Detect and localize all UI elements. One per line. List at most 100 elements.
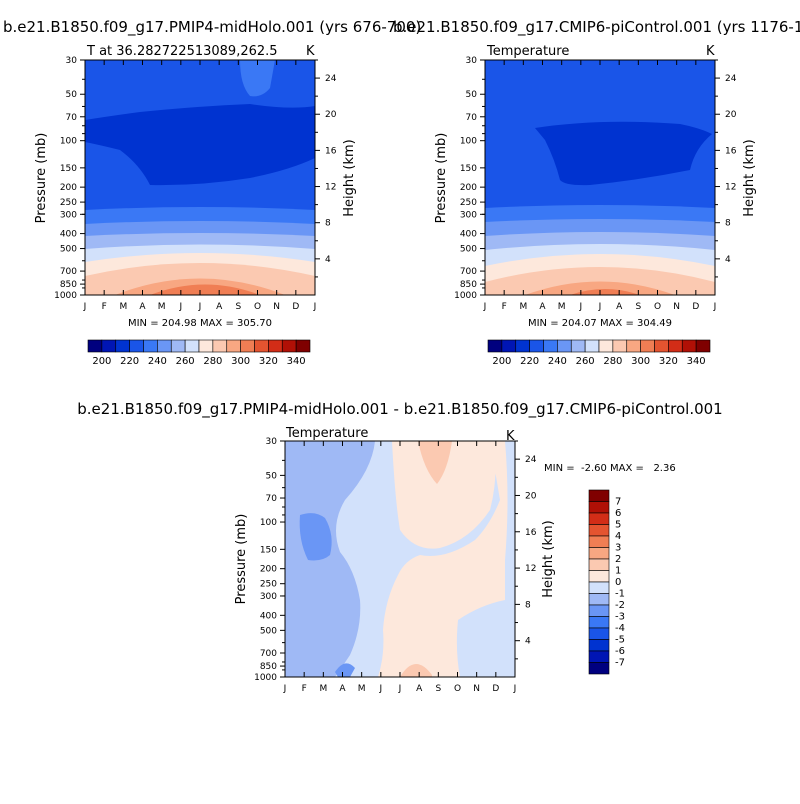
panel2-xtick-label: A bbox=[616, 302, 623, 312]
panel3-colorbar-box bbox=[588, 535, 610, 548]
panel3-ytick-label: 250 bbox=[260, 580, 277, 590]
panel1-colorbar-box bbox=[157, 339, 172, 353]
panel1-colorbar-box bbox=[295, 339, 311, 353]
panel3-htick-label: 24 bbox=[525, 455, 537, 465]
panel3-colorbar-box bbox=[588, 524, 610, 537]
panel3-colorbar-label: 5 bbox=[615, 520, 621, 531]
panel1-contour-fill bbox=[85, 60, 315, 295]
panel1-colorbar-box bbox=[281, 339, 297, 353]
panel2-ytick-label: 200 bbox=[460, 183, 477, 193]
panel3-colorbar-label: 4 bbox=[615, 531, 621, 542]
panel2-ytick-label: 30 bbox=[466, 56, 478, 66]
panel1-colorbar-box bbox=[268, 339, 283, 353]
panel3-htick-label: 20 bbox=[525, 491, 537, 501]
panel2-colorbar-label: 300 bbox=[631, 356, 650, 367]
panel2-xtick-label: N bbox=[673, 302, 680, 312]
panel2-ytick-label: 70 bbox=[466, 113, 478, 123]
panel2-ytick-label: 300 bbox=[460, 210, 477, 220]
panel3-xtick-label: J bbox=[398, 684, 402, 694]
panel3-htick-label: 12 bbox=[525, 564, 536, 574]
panel2-colorbar-box bbox=[612, 339, 628, 353]
panel2-colorbar-box bbox=[598, 339, 614, 353]
panel2-colorbar-box bbox=[626, 339, 641, 353]
panel1-xtick-label: A bbox=[139, 302, 146, 312]
panel3-ytick-label: 500 bbox=[260, 626, 277, 636]
panel1-ylabel: Pressure (mb) bbox=[34, 133, 49, 224]
panel1-xtick-label: J bbox=[179, 302, 183, 312]
panel2-htick-label: 24 bbox=[725, 74, 737, 84]
panel1-colorbar-box bbox=[170, 339, 186, 353]
panel1-ytick-label: 30 bbox=[66, 56, 78, 66]
panel3-colorbar-box bbox=[588, 593, 610, 606]
panel2-htick-label: 20 bbox=[725, 110, 737, 120]
panel2-colorbar-box bbox=[570, 339, 586, 353]
panel2-colorbar-box bbox=[695, 339, 711, 353]
panel2-ytick-label: 500 bbox=[460, 245, 477, 255]
panel2-colorbar-label: 280 bbox=[603, 356, 622, 367]
panel3-colorbar-box bbox=[588, 547, 610, 560]
panel2-ytick-label: 250 bbox=[460, 198, 477, 208]
panel3-ytick-label: 1000 bbox=[254, 673, 277, 683]
panel1-xtick-label: J bbox=[198, 302, 202, 312]
panel2-colorbar-box bbox=[640, 339, 655, 353]
panel3-xtick-label: O bbox=[454, 684, 461, 694]
panel1-ytick-label: 70 bbox=[66, 113, 78, 123]
panel2-colorbar-box bbox=[668, 339, 683, 353]
panel3-xtick-label: F bbox=[302, 684, 307, 694]
panel2-xtick-label: D bbox=[692, 302, 699, 312]
panel2-colorbar-label: 260 bbox=[576, 356, 595, 367]
panel1-xtick-label: D bbox=[292, 302, 299, 312]
panel2-colorbar-label: 320 bbox=[659, 356, 678, 367]
panel3-colorbar-label: -6 bbox=[615, 646, 625, 657]
panel2-xtick-label: S bbox=[635, 302, 641, 312]
panel3-stats: MIN = -2.60 MAX = 2.36 bbox=[544, 463, 676, 474]
panel2-htick-label: 12 bbox=[725, 183, 736, 193]
panel3-htick-label: 16 bbox=[525, 528, 537, 538]
panel1-xtick-label: M bbox=[119, 302, 127, 312]
panel3-colorbar-label: -1 bbox=[615, 589, 625, 600]
panel1-htick-label: 20 bbox=[325, 110, 337, 120]
panel1-ytick-label: 400 bbox=[60, 230, 77, 240]
panel2-xtick-label: O bbox=[654, 302, 661, 312]
panel1-colorbar-box bbox=[254, 339, 269, 353]
panel1-htick-label: 24 bbox=[325, 74, 337, 84]
panel3-colorbar-label: -7 bbox=[615, 658, 625, 669]
panel3-colorbar-label: 3 bbox=[615, 543, 621, 554]
panel1-colorbar-label: 280 bbox=[203, 356, 222, 367]
panel2-ytick-label: 400 bbox=[460, 230, 477, 240]
panel1-subtitle: T at 36.282722513089,262.5 bbox=[86, 44, 278, 59]
panel3-htick-label: 8 bbox=[525, 600, 531, 610]
panel2-colorbar-box bbox=[654, 339, 669, 353]
panel3-contour-fill bbox=[285, 441, 515, 677]
panel3-colorbar-label: -3 bbox=[615, 612, 625, 623]
panel3-colorbar-box bbox=[588, 512, 610, 525]
panel1-stats: MIN = 204.98 MAX = 305.70 bbox=[128, 318, 272, 329]
panel2-contour-fill bbox=[485, 60, 715, 295]
panel3-subtitle: Temperature bbox=[285, 426, 368, 441]
panel2-xtick-label: M bbox=[558, 302, 566, 312]
panel2-colorbar-box bbox=[557, 339, 572, 353]
panel1-colorbar-box bbox=[143, 339, 158, 353]
panel3-xtick-label: J bbox=[283, 684, 287, 694]
panel1-colorbar-box bbox=[87, 339, 103, 353]
panel2-htick-label: 16 bbox=[725, 146, 737, 156]
panel2-ytick-label: 50 bbox=[466, 90, 478, 100]
panel3-colorbar-label: -2 bbox=[615, 600, 625, 611]
panel1-ylabel-right: Height (km) bbox=[342, 139, 357, 216]
panel1-colorbar-label: 260 bbox=[176, 356, 195, 367]
panel3-xtick-label: J bbox=[379, 684, 383, 694]
panel2-colorbar-box bbox=[543, 339, 558, 353]
panel2-ytick-label: 1000 bbox=[454, 291, 477, 301]
panel3-ytick-label: 100 bbox=[260, 518, 277, 528]
panel1-ytick-label: 100 bbox=[60, 137, 77, 147]
panel2-htick-label: 8 bbox=[725, 219, 731, 229]
panel2-subtitle: Temperature bbox=[486, 44, 569, 59]
panel3-units: K bbox=[506, 429, 515, 444]
panel1-htick-label: 4 bbox=[325, 255, 331, 265]
panel1-colorbar-box bbox=[212, 339, 228, 353]
panel1-xtick-label: A bbox=[216, 302, 223, 312]
panel2-ytick-label: 850 bbox=[460, 280, 477, 290]
panel3-colorbar-box bbox=[588, 501, 610, 514]
colorbars-layer: 200 220 240 260 280 300 320 340 200 220 240 260 280 3… bbox=[87, 339, 711, 675]
